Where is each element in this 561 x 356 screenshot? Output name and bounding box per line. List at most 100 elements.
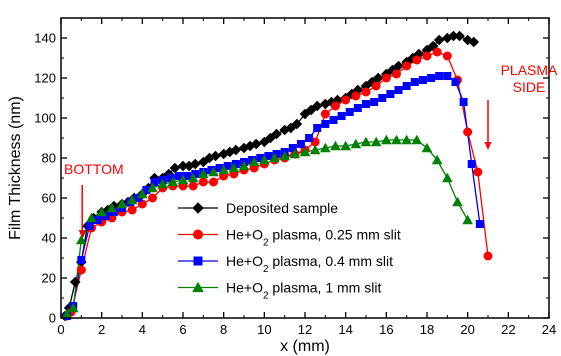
data-point (289, 148, 301, 159)
data-point (313, 124, 322, 132)
data-point (473, 167, 483, 177)
data-point (76, 265, 86, 275)
x-tick-label: 22 (501, 322, 515, 337)
legend-item-2: He+O2 plasma, 0.25 mm slit (178, 227, 401, 248)
y-tick-label: 60 (42, 191, 56, 206)
data-point (422, 51, 432, 61)
data-point (147, 182, 158, 193)
data-point (463, 127, 473, 137)
legend-item-1: Deposited sample (178, 200, 338, 216)
arrow-head (484, 142, 492, 150)
data-point (215, 164, 224, 172)
data-point (291, 118, 303, 130)
data-point (193, 256, 203, 266)
data-point (448, 30, 459, 42)
x-axis-title: x (mm) (280, 338, 330, 355)
axis-ticks (60, 18, 550, 319)
data-point (223, 162, 232, 170)
data-point (311, 100, 323, 112)
data-point (378, 94, 387, 102)
data-point (272, 150, 281, 158)
data-point (250, 138, 262, 150)
annotation-bottom-arrow (78, 185, 86, 238)
data-point (326, 96, 337, 108)
data-point (174, 172, 183, 180)
data-point (167, 176, 179, 187)
data-point (483, 251, 493, 261)
data-point (279, 150, 290, 161)
y-tick-labels: 0 20 40 60 80 100 120 140 (34, 31, 56, 326)
x-tick-label: 18 (420, 322, 434, 337)
data-point (346, 88, 358, 100)
data-point (345, 108, 354, 116)
x-tick-label: 12 (298, 322, 312, 337)
data-point (106, 202, 118, 213)
data-point (462, 214, 473, 225)
data-point (207, 166, 216, 174)
data-point (372, 72, 384, 84)
data-point (381, 134, 392, 145)
data-point (189, 158, 201, 170)
legend-item-4: He+O2 plasma, 1 mm slit (178, 280, 381, 302)
x-tick-label: 2 (98, 322, 105, 337)
y-tick-label: 80 (42, 151, 56, 166)
data-point (320, 142, 331, 153)
data-point (265, 132, 276, 144)
data-point (264, 152, 273, 160)
x-tick-label: 0 (57, 322, 64, 337)
data-point (427, 74, 436, 82)
data-point (340, 140, 351, 151)
y-tick-label: 40 (42, 231, 56, 246)
data-point (350, 138, 362, 149)
data-point (370, 98, 379, 106)
data-point (468, 36, 480, 48)
data-point (321, 120, 330, 128)
data-point (421, 142, 433, 153)
data-point (218, 164, 229, 175)
data-point (127, 205, 137, 215)
data-point (177, 160, 189, 172)
data-point (191, 170, 200, 178)
data-point (93, 216, 102, 224)
data-point (256, 154, 265, 162)
data-point (435, 72, 444, 80)
data-point (360, 136, 372, 147)
data-point (467, 160, 476, 168)
data-point (198, 168, 209, 179)
data-point (166, 174, 175, 182)
data-point (402, 82, 411, 90)
data-point (337, 112, 346, 120)
data-point (451, 78, 460, 86)
data-point (454, 30, 465, 42)
x-tick-label: 16 (379, 322, 393, 337)
data-point (381, 73, 391, 83)
data-point (452, 196, 463, 207)
data-point (187, 172, 199, 183)
x-tick-label: 4 (139, 322, 146, 337)
data-point (309, 144, 321, 155)
data-point (387, 64, 398, 76)
x-tick-label: 24 (542, 322, 556, 337)
data-point (269, 152, 280, 163)
data-point (442, 172, 453, 183)
annotation-bottom: BOTTOM (64, 161, 124, 177)
data-point (305, 134, 314, 142)
data-point (259, 154, 270, 165)
data-point (96, 206, 107, 217)
y-tick-label: 120 (34, 71, 56, 86)
legend-label: He+O2 plasma, 1 mm slit (226, 280, 381, 302)
data-point (412, 55, 422, 65)
data-point (177, 174, 189, 185)
data-point (85, 222, 94, 230)
data-point (285, 122, 297, 134)
data-point (329, 116, 338, 124)
data-point (279, 124, 290, 136)
data-point (331, 101, 340, 111)
data-point (188, 181, 198, 191)
data-point (148, 193, 157, 203)
data-point (401, 134, 412, 145)
data-point (407, 52, 419, 64)
data-point (271, 128, 282, 140)
